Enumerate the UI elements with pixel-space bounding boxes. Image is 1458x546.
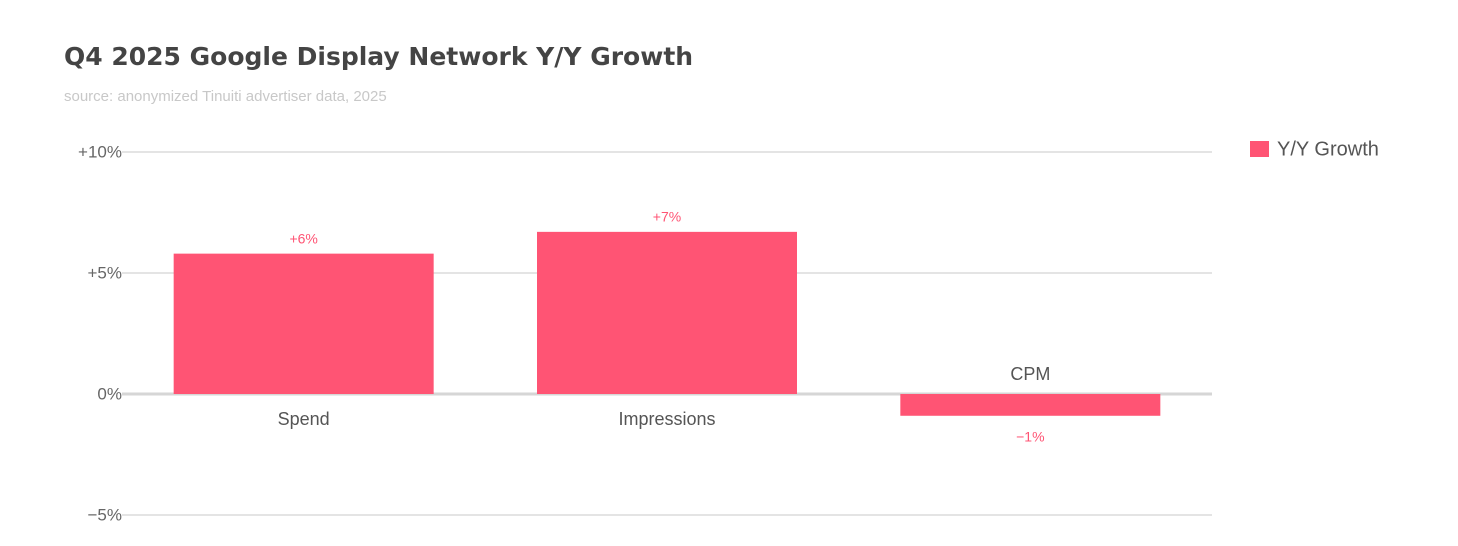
value-label: +7%: [653, 209, 681, 225]
x-tick-label: CPM: [1010, 364, 1050, 384]
x-tick-label: Impressions: [618, 409, 715, 429]
value-label: −1%: [1016, 428, 1044, 444]
y-tick-label: +5%: [88, 263, 123, 282]
bar: [537, 231, 797, 394]
y-tick-label: +10%: [78, 142, 122, 161]
bar: [900, 394, 1161, 416]
x-tick-label: Spend: [278, 409, 330, 429]
legend-label: Y/Y Growth: [1277, 138, 1379, 160]
chart-title: Q4 2025 Google Display Network Y/Y Growt…: [64, 42, 693, 71]
y-tick-label: −5%: [88, 505, 123, 524]
y-tick-label: 0%: [97, 384, 122, 403]
value-label: +6%: [289, 230, 317, 246]
chart-subtitle: source: anonymized Tinuiti advertiser da…: [64, 88, 387, 105]
bar: [173, 253, 434, 394]
legend-swatch: [1250, 141, 1269, 157]
